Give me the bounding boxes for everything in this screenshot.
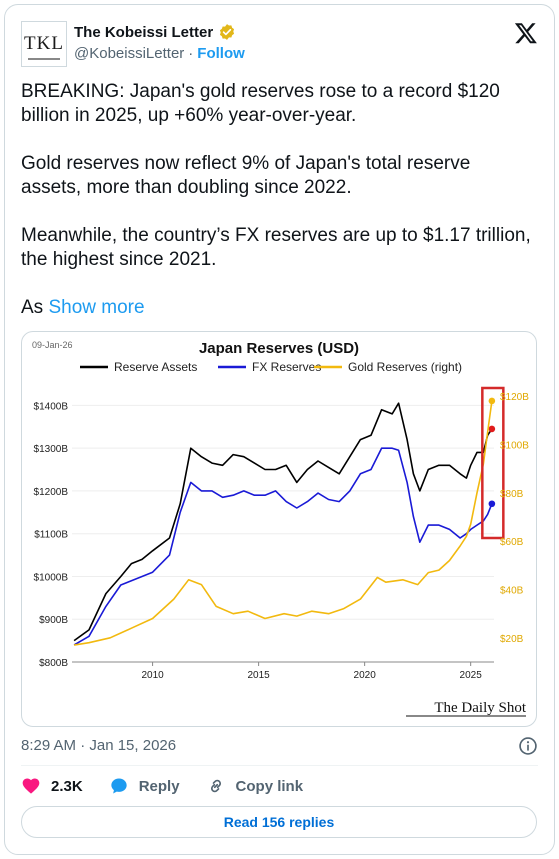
tweet-truncated-line: As Show more (21, 296, 531, 320)
chart-lines (73, 386, 505, 646)
action-bar: 2.3K Reply Copy link (21, 776, 329, 796)
reply-button[interactable]: Reply (109, 776, 180, 796)
legend-label: Gold Reserves (right) (348, 360, 462, 374)
chart-legend: Reserve Assets FX Reserves Gold Reserves (… (80, 360, 462, 374)
avatar[interactable]: TKL (21, 21, 67, 67)
x-logo-icon[interactable] (514, 21, 538, 45)
reply-bubble-icon (111, 778, 127, 794)
chart-title: Japan Reserves (USD) (198, 340, 360, 357)
separator-dot: · (188, 45, 194, 62)
left-tick-label: $900B (39, 615, 68, 626)
tweet-paragraph: BREAKING: Japan's gold reserves rose to … (21, 81, 500, 126)
info-icon[interactable] (518, 736, 538, 756)
tweet-paragraph: Meanwhile, the country’s FX reserves are… (21, 225, 531, 270)
series-end-marker (488, 425, 496, 433)
left-tick-label: $1100B (34, 530, 68, 541)
tweet-timestamp[interactable]: 8:29 AM · Jan 15, 2026 (21, 737, 177, 754)
author-name-row: The Kobeissi Letter (74, 23, 236, 41)
chart-axes: $1400B $1300B $1200B $1100B $1000B $900B $800B… (34, 392, 529, 717)
series-end-marker (488, 500, 496, 508)
divider (21, 765, 538, 766)
chart-date-label: 09-Jan-26 (32, 340, 73, 350)
right-tick-label: $20B (500, 634, 524, 645)
heart-icon (22, 778, 40, 794)
chart-plot: Reserve Assets FX Reserves Gold Reserves (… (34, 360, 529, 717)
right-tick-label: $60B (500, 537, 524, 548)
right-tick-label: $120B (500, 392, 529, 403)
like-button[interactable]: 2.3K (21, 776, 83, 796)
avatar-logo-rule (28, 58, 60, 60)
legend-label: Reserve Assets (114, 360, 197, 374)
right-tick-label: $40B (500, 585, 524, 596)
copy-link-label: Copy link (235, 777, 304, 795)
series-end-marker (488, 397, 496, 405)
author-name[interactable]: The Kobeissi Letter (74, 23, 214, 41)
read-replies-button[interactable]: Read 156 replies (21, 806, 537, 838)
left-tick-label: $800B (39, 658, 68, 669)
show-more-link[interactable]: Show more (48, 297, 145, 318)
reply-label: Reply (138, 777, 180, 795)
source-label: The Daily Shot (434, 700, 526, 716)
x-tick-label: 2010 (141, 670, 164, 681)
author-handle-row: @KobeissiLetter · Follow (74, 45, 245, 62)
left-tick-label: $1000B (34, 572, 69, 583)
x-tick-label: 2020 (354, 670, 377, 681)
highlight-box (481, 386, 505, 540)
legend-label: FX Reserves (252, 360, 321, 374)
gold-reserves-line (73, 400, 493, 646)
avatar-logo-text: TKL (24, 33, 64, 54)
copy-link-button[interactable]: Copy link (206, 776, 304, 796)
author-handle[interactable]: @KobeissiLetter (74, 45, 185, 62)
tweet-truncated-text: As (21, 297, 44, 318)
chart-image[interactable]: 09-Jan-26 Japan Reserves (USD) Reserve A… (21, 331, 537, 727)
x-tick-label: 2025 (460, 670, 483, 681)
fx-reserves-line (73, 447, 493, 646)
link-icon (210, 779, 221, 793)
left-tick-label: $1200B (34, 487, 69, 498)
left-tick-label: $1400B (34, 401, 69, 412)
verified-badge-icon (220, 24, 235, 40)
tweet-paragraph: Gold reserves now reflect 9% of Japan's … (21, 153, 471, 198)
tweet-body: BREAKING: Japan's gold reserves rose to … (21, 80, 531, 344)
right-tick-label: $100B (500, 440, 529, 451)
left-tick-label: $1300B (34, 444, 69, 455)
chart-grid (72, 404, 494, 663)
right-tick-label: $80B (500, 489, 524, 500)
reserve-assets-line (73, 402, 493, 642)
follow-button[interactable]: Follow (197, 45, 245, 62)
like-count: 2.3K (51, 777, 83, 795)
x-tick-label: 2015 (247, 670, 270, 681)
